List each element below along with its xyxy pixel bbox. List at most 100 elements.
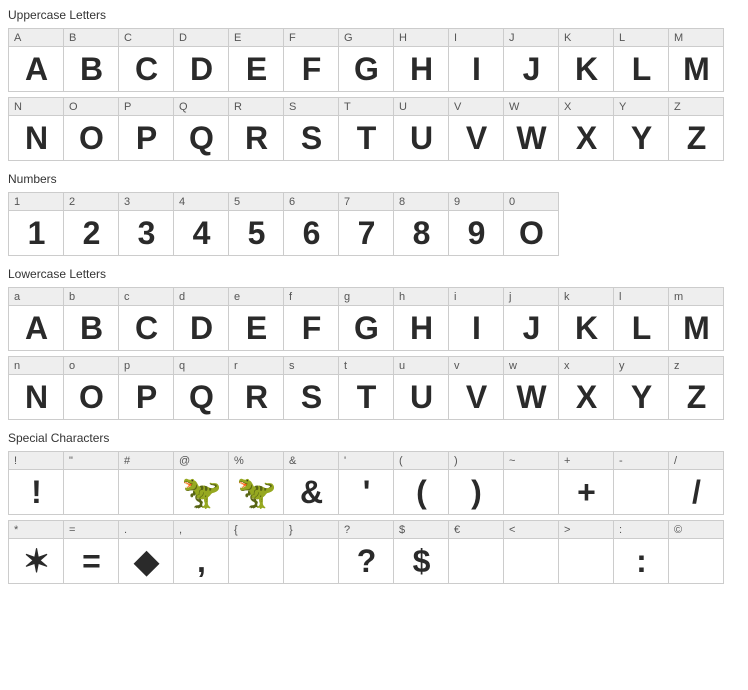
char-cell: dD [173, 287, 229, 351]
char-label: h [394, 288, 448, 306]
char-label: z [669, 357, 723, 375]
char-cell: TT [338, 97, 394, 161]
char-glyph: N [9, 375, 63, 419]
char-glyph [119, 470, 173, 514]
char-glyph: P [119, 375, 173, 419]
char-glyph: Y [614, 375, 668, 419]
char-glyph [449, 539, 503, 583]
char-label: " [64, 452, 118, 470]
char-cell: !! [8, 451, 64, 515]
char-cell: YY [613, 97, 669, 161]
char-label: F [284, 29, 338, 47]
char-label: 1 [9, 193, 63, 211]
char-glyph: ' [339, 470, 393, 514]
char-label: ' [339, 452, 393, 470]
char-label: 0 [504, 193, 558, 211]
char-glyph: D [174, 47, 228, 91]
char-glyph: G [339, 47, 393, 91]
char-glyph: Q [174, 116, 228, 160]
char-label: N [9, 98, 63, 116]
char-cell: nN [8, 356, 64, 420]
char-cell: pP [118, 356, 174, 420]
char-cell: SS [283, 97, 339, 161]
char-label: B [64, 29, 118, 47]
char-label: 2 [64, 193, 118, 211]
char-glyph: $ [394, 539, 448, 583]
char-label: V [449, 98, 503, 116]
char-label: c [119, 288, 173, 306]
char-cell: 44 [173, 192, 229, 256]
char-cell: { [228, 520, 284, 584]
char-glyph: , [174, 539, 228, 583]
char-label: v [449, 357, 503, 375]
char-cell: EE [228, 28, 284, 92]
char-label: * [9, 521, 63, 539]
char-cell: 22 [63, 192, 119, 256]
char-glyph: 5 [229, 211, 283, 255]
char-glyph: O [504, 211, 558, 255]
char-label: k [559, 288, 613, 306]
char-glyph: P [119, 116, 173, 160]
char-glyph: F [284, 306, 338, 350]
char-label: ? [339, 521, 393, 539]
char-glyph: R [229, 116, 283, 160]
char-label: S [284, 98, 338, 116]
char-cell: QQ [173, 97, 229, 161]
char-label: 5 [229, 193, 283, 211]
char-glyph: U [394, 375, 448, 419]
char-glyph: 🦖 [174, 470, 228, 514]
char-label: # [119, 452, 173, 470]
char-cell: 0O [503, 192, 559, 256]
char-cell: - [613, 451, 669, 515]
char-label: - [614, 452, 668, 470]
char-glyph: E [229, 47, 283, 91]
char-glyph: B [64, 47, 118, 91]
char-cell: xX [558, 356, 614, 420]
char-label: Q [174, 98, 228, 116]
char-label: C [119, 29, 173, 47]
char-cell: vV [448, 356, 504, 420]
char-glyph: 4 [174, 211, 228, 255]
char-cell: gG [338, 287, 394, 351]
char-label: x [559, 357, 613, 375]
char-label: X [559, 98, 613, 116]
char-label: b [64, 288, 118, 306]
char-glyph: J [504, 47, 558, 91]
char-label: g [339, 288, 393, 306]
char-cell: jJ [503, 287, 559, 351]
char-cell: ++ [558, 451, 614, 515]
char-label: i [449, 288, 503, 306]
char-cell: FF [283, 28, 339, 92]
char-cell: VV [448, 97, 504, 161]
section: Special Characters!!" # @🦖%🦖&&''(())~ ++… [8, 431, 740, 583]
char-glyph: 2 [64, 211, 118, 255]
char-label: % [229, 452, 283, 470]
char-cell: )) [448, 451, 504, 515]
char-cell: 99 [448, 192, 504, 256]
char-cell: LL [613, 28, 669, 92]
section-title: Special Characters [8, 431, 740, 445]
char-grid: 1122334455667788990O [8, 192, 740, 255]
font-character-map: Uppercase LettersAABBCCDDEEFFGGHHIIJJKKL… [8, 8, 740, 583]
char-cell: AA [8, 28, 64, 92]
char-cell: GG [338, 28, 394, 92]
char-glyph: R [229, 375, 283, 419]
char-glyph: 9 [449, 211, 503, 255]
char-label: € [449, 521, 503, 539]
char-label: q [174, 357, 228, 375]
char-glyph: ) [449, 470, 503, 514]
char-label: o [64, 357, 118, 375]
char-cell: # [118, 451, 174, 515]
char-glyph: ! [9, 470, 63, 514]
section: Numbers1122334455667788990O [8, 172, 740, 255]
char-label: f [284, 288, 338, 306]
char-glyph: ◆ [119, 539, 173, 583]
char-cell: 66 [283, 192, 339, 256]
char-glyph: ✶ [9, 539, 63, 583]
char-cell: rR [228, 356, 284, 420]
char-glyph: Y [614, 116, 668, 160]
char-glyph: 6 [284, 211, 338, 255]
char-cell: JJ [503, 28, 559, 92]
char-cell: < [503, 520, 559, 584]
char-label: 7 [339, 193, 393, 211]
